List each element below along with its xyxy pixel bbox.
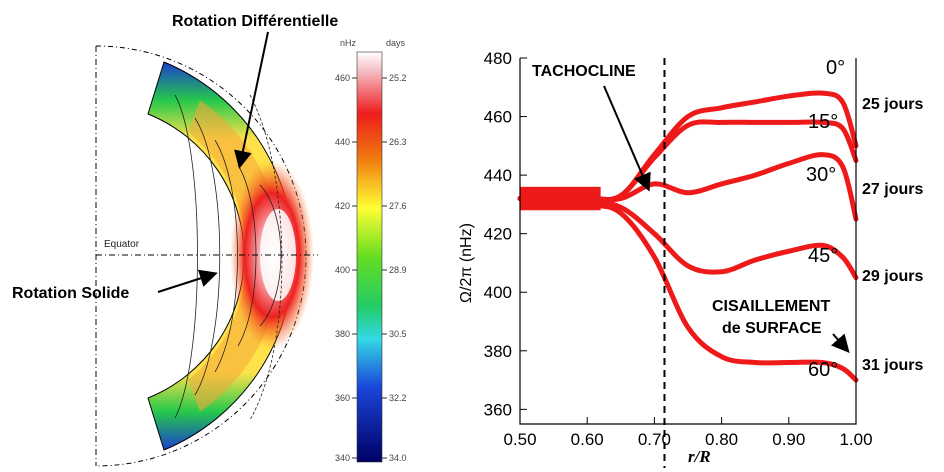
colorbar-nhz-label: 380 [335,329,350,339]
series-label-0: 0° [826,57,845,79]
y-tick-label: 440 [484,166,512,185]
x-tick-label: 0.90 [772,430,805,449]
colorbar-nhz-header: nHz [340,38,357,48]
plot-axes [519,58,857,425]
arrow-solid-rotation [157,269,218,293]
series-label-2: 30° [806,164,836,186]
series-line-4 [517,196,859,383]
x-tick-label: 1.00 [839,430,872,449]
y-tick-label: 420 [484,225,512,244]
x-tick-label: 0.60 [571,430,604,449]
x-axis-label: r/R [688,447,711,466]
y-tick-label: 400 [484,283,512,302]
colorbar-days-label: 34.0 [389,453,407,463]
arrow-surface-shear [831,333,850,354]
colorbar-days-label: 32.2 [389,393,407,403]
y-tick-label: 380 [484,342,512,361]
label-differential-rotation: Rotation Différentielle [172,13,338,30]
x-tick-label: 0.80 [705,430,738,449]
colorbar: nHz days 460 25.2 440 26.3 420 27.6 400 28.9 380… [335,38,407,463]
colorbar-nhz-label: 340 [335,453,350,463]
y-axis-label: Ω/2π (nHz) [458,223,475,303]
colorbar-scale [356,51,383,463]
y-tick-label: 460 [484,108,512,127]
colorbar-days-label: 30.5 [389,329,407,339]
series-line-3 [517,196,859,281]
period-label-27: 27 jours [862,181,923,198]
label-solid-rotation: Rotation Solide [12,285,129,302]
annotation-shear-line1: CISAILLEMENT [712,298,830,315]
colorbar-nhz-label: 460 [335,73,350,83]
colorbar-nhz-label: 360 [335,393,350,403]
series-label-3: 45° [808,245,838,267]
period-label-25: 25 jours [862,96,923,113]
series-labels: 0° 15° 30° 45° 60° [806,57,845,381]
x-tick-label: 0.70 [638,430,671,449]
colorbar-nhz-label: 420 [335,201,350,211]
arrow-differential-rotation [234,31,269,169]
y-tick-label: 480 [484,49,512,68]
series-curves [517,90,859,383]
rotation-profile-chart: 0.50 0.60 0.70 0.80 0.90 1.00 360 380 400 420 440 4… [458,49,923,468]
colorbar-days-label: 28.9 [389,265,407,275]
rotation-map: Equator Rotation Différentielle Rotation… [12,13,407,467]
arrow-tachocline [603,85,651,192]
series-line-2 [517,152,859,222]
colorbar-days-label: 27.6 [389,201,407,211]
colorbar-days-header: days [386,38,406,48]
series-label-1: 15° [808,111,838,133]
period-label-29: 29 jours [862,268,923,285]
annotation-shear-line2: de SURFACE [722,320,822,337]
equator-label: Equator [104,239,140,250]
y-tick-label: 360 [484,400,512,419]
axis-ticks: 0.50 0.60 0.70 0.80 0.90 1.00 360 380 400 420 440 4… [484,49,873,449]
annotation-tachocline: TACHOCLINE [532,63,636,80]
colorbar-days-label: 26.3 [389,137,407,147]
series-label-4: 60° [808,359,838,381]
x-tick-label: 0.50 [503,430,536,449]
colorbar-nhz-label: 440 [335,137,350,147]
colorbar-days-label: 25.2 [389,73,407,83]
period-label-31: 31 jours [862,357,923,374]
colorbar-nhz-label: 400 [335,265,350,275]
